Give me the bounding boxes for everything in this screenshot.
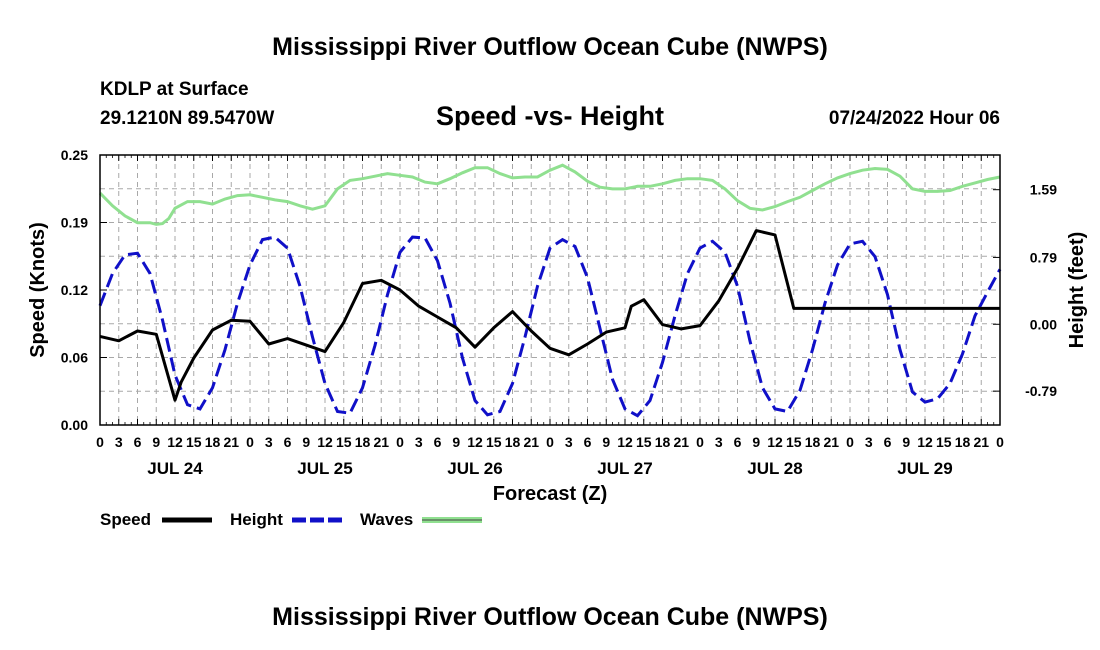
x-tick-label: 21 <box>973 434 989 450</box>
y-tick-label: 0.00 <box>61 417 88 433</box>
x-tick-label: 6 <box>584 434 592 450</box>
legend-waves-label: Waves <box>360 510 413 529</box>
x-tick-label: 15 <box>336 434 352 450</box>
y2-tick-label: 0.79 <box>1030 249 1057 265</box>
waves-line <box>98 163 1001 226</box>
x-tick-label: 0 <box>396 434 404 450</box>
y-axis-label: Speed (Knots) <box>27 222 49 358</box>
height-line <box>98 235 1002 418</box>
x-tick-label: 15 <box>786 434 802 450</box>
day-label: JUL 26 <box>447 459 502 478</box>
x-tick-label: 0 <box>546 434 554 450</box>
series-group <box>98 163 1002 418</box>
x-tick-label: 0 <box>846 434 854 450</box>
x-tick-label: 3 <box>415 434 423 450</box>
x-tick-label: 21 <box>823 434 839 450</box>
x-tick-label: 18 <box>205 434 221 450</box>
x-tick-label: 12 <box>917 434 933 450</box>
x-tick-label: 21 <box>223 434 239 450</box>
legend: Speed Height Waves <box>100 510 482 529</box>
x-tick-label: 3 <box>115 434 123 450</box>
day-label: JUL 29 <box>897 459 952 478</box>
x-tick-label: 21 <box>373 434 389 450</box>
x-tick-label: 3 <box>565 434 573 450</box>
x-tick-label: 21 <box>523 434 539 450</box>
x-tick-label: 6 <box>884 434 892 450</box>
x-tick-label: 18 <box>955 434 971 450</box>
x-tick-label: 18 <box>805 434 821 450</box>
x-tick-label: 6 <box>434 434 442 450</box>
station-label: KDLP at Surface <box>100 79 249 100</box>
main-title: Mississippi River Outflow Ocean Cube (NW… <box>272 33 828 61</box>
x-tick-label: 9 <box>602 434 610 450</box>
x-tick-label: 15 <box>936 434 952 450</box>
axes: 0 3 6 9 12 15 18 21 0 3 6 9 12 15 18 21 0 3 6 9 12 15 18 21 0 3 6 9… <box>61 147 1057 478</box>
speed-line <box>99 229 1000 402</box>
x-tick-label: 12 <box>467 434 483 450</box>
legend-speed-label: Speed <box>100 510 151 529</box>
x-tick-label: 12 <box>767 434 783 450</box>
x-axis-label: Forecast (Z) <box>493 483 607 505</box>
x-tick-label: 3 <box>265 434 273 450</box>
x-tick-label: 6 <box>734 434 742 450</box>
y-tick-label: 0.06 <box>61 350 88 366</box>
x-tick-label: 3 <box>865 434 873 450</box>
x-tick-label: 0 <box>696 434 704 450</box>
x-tick-label: 12 <box>167 434 183 450</box>
grid <box>100 155 1000 425</box>
legend-height-label: Height <box>230 510 283 529</box>
day-label: JUL 27 <box>597 459 652 478</box>
x-tick-label: 0 <box>96 434 104 450</box>
x-tick-label: 9 <box>302 434 310 450</box>
chart-subtitle: Speed -vs- Height <box>436 101 664 131</box>
x-tick-label: 12 <box>317 434 333 450</box>
x-tick-label: 18 <box>505 434 521 450</box>
x-tick-label: 9 <box>752 434 760 450</box>
x-tick-label: 18 <box>655 434 671 450</box>
day-label: JUL 28 <box>747 459 802 478</box>
y2-axis-label: Height (feet) <box>1066 232 1088 349</box>
x-tick-label: 15 <box>636 434 652 450</box>
y2-tick-label: 0.00 <box>1030 316 1057 332</box>
x-tick-label: 12 <box>617 434 633 450</box>
x-tick-label: 21 <box>673 434 689 450</box>
x-tick-label: 3 <box>715 434 723 450</box>
x-tick-label: 6 <box>284 434 292 450</box>
x-tick-label: 9 <box>152 434 160 450</box>
x-tick-label: 15 <box>186 434 202 450</box>
y2-tick-label: -0.79 <box>1025 383 1057 399</box>
footer-title: Mississippi River Outflow Ocean Cube (NW… <box>272 603 828 631</box>
day-label: JUL 25 <box>297 459 352 478</box>
x-tick-label: 9 <box>902 434 910 450</box>
x-tick-label: 0 <box>996 434 1004 450</box>
x-tick-label: 15 <box>486 434 502 450</box>
datetime-label: 07/24/2022 Hour 06 <box>829 108 1000 129</box>
day-label: JUL 24 <box>147 459 203 478</box>
x-tick-label: 9 <box>452 434 460 450</box>
x-tick-label: 18 <box>355 434 371 450</box>
y-tick-label: 0.25 <box>61 147 88 163</box>
y-tick-label: 0.19 <box>61 215 88 231</box>
x-tick-label: 6 <box>134 434 142 450</box>
y2-tick-label: 1.59 <box>1030 182 1057 198</box>
x-tick-label: 0 <box>246 434 254 450</box>
y-tick-label: 0.12 <box>61 282 88 298</box>
coords-label: 29.1210N 89.5470W <box>100 108 274 129</box>
